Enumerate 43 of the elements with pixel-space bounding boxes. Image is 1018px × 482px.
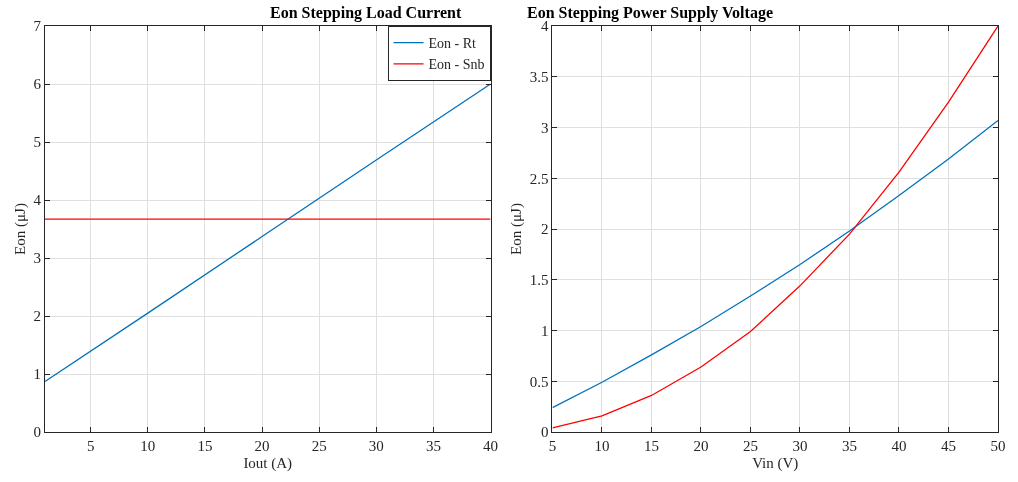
chart-title: Eon Stepping Load Current <box>270 4 462 22</box>
line-series <box>552 119 998 409</box>
x-tick-label: 30 <box>792 438 808 454</box>
y-tick-label: 0.5 <box>529 373 549 390</box>
x-tick-label: 15 <box>643 438 659 454</box>
y-axis-title: Eon (μJ) <box>11 203 29 255</box>
x-axis-title: Vin (V) <box>752 455 799 472</box>
y-tick-label: 2 <box>33 308 41 325</box>
x-tick-label: 35 <box>841 438 857 454</box>
y-tick-label: 0 <box>33 424 41 441</box>
x-tick-label: 20 <box>693 438 709 454</box>
x-tick-label: 25 <box>311 438 327 454</box>
y-tick-label: 6 <box>33 76 42 93</box>
x-tick-label: 50 <box>990 438 1006 454</box>
x-tick-label: 25 <box>742 438 758 454</box>
y-tick-label: 5 <box>33 134 41 151</box>
y-tick-label: 3 <box>540 119 549 136</box>
y-tick-label: 3 <box>33 250 41 267</box>
line-series <box>45 83 491 383</box>
y-tick-label: 2 <box>540 221 549 238</box>
y-tick-label: 1 <box>540 322 549 339</box>
x-tick-label: 40 <box>891 438 907 454</box>
y-tick-label: 1.5 <box>529 272 549 288</box>
y-axis-title: Eon (μJ) <box>507 203 525 255</box>
y-tick-label: 4 <box>33 192 42 209</box>
x-tick-label: 5 <box>86 438 95 454</box>
x-tick-label: 30 <box>368 438 384 454</box>
x-tick-label: 10 <box>594 438 610 454</box>
x-tick-label: 35 <box>425 438 441 454</box>
x-tick-label: 40 <box>483 438 499 454</box>
x-tick-label: 45 <box>940 438 956 454</box>
legend-label: Eon - Snb <box>428 57 485 73</box>
y-tick-label: 1 <box>33 366 41 383</box>
y-tick-label: 7 <box>33 18 42 35</box>
line-series <box>552 26 998 429</box>
y-tick-label: 2.5 <box>529 170 549 187</box>
x-tick-label: 15 <box>197 438 213 454</box>
legend-label: Eon - Rt <box>428 36 477 52</box>
x-tick-label: 20 <box>254 438 270 454</box>
x-axis-title: Iout (A) <box>243 455 293 472</box>
x-tick-label: 10 <box>140 438 156 454</box>
y-tick-label: 3.5 <box>529 69 549 85</box>
y-tick-label: 0 <box>540 424 549 441</box>
